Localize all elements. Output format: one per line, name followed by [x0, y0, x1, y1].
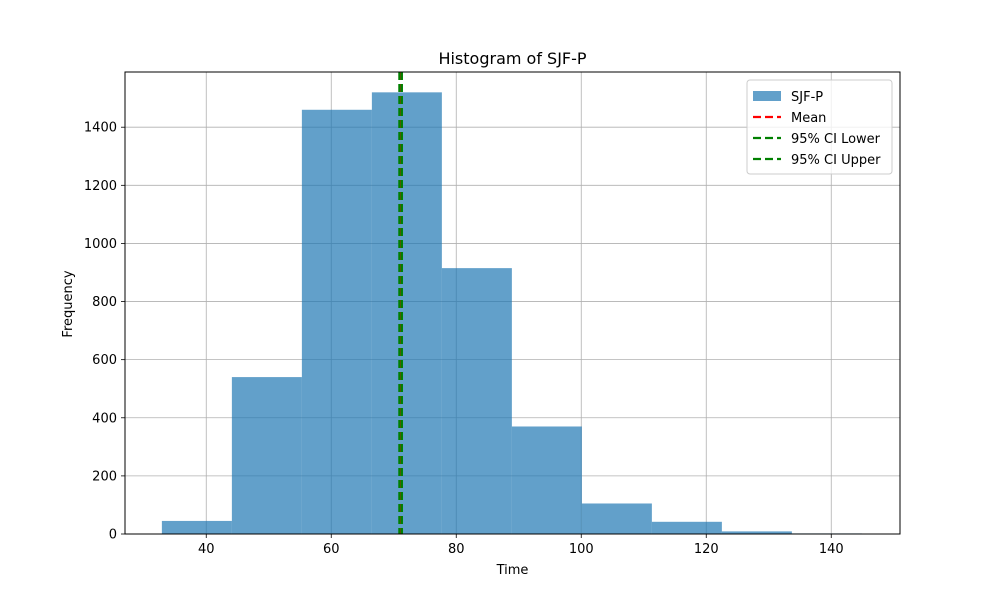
legend-label: 95% CI Lower [791, 132, 881, 147]
legend-box [746, 79, 893, 175]
histogram-bar [511, 426, 582, 534]
histogram-bar [371, 92, 442, 534]
x-tick-label: 60 [323, 542, 340, 557]
histogram-bar [441, 268, 512, 534]
histogram-bar [301, 109, 372, 534]
y-tick-label: 800 [92, 295, 117, 310]
histogram-bar [231, 377, 302, 534]
x-tick-label: 140 [819, 542, 844, 557]
legend-label: Mean [791, 111, 826, 126]
y-tick-label: 600 [92, 353, 117, 368]
y-tick-label: 400 [92, 411, 117, 426]
y-tick-label: 1200 [84, 179, 117, 194]
x-tick-label: 100 [569, 542, 594, 557]
histogram-bar [161, 520, 232, 534]
y-tick-label: 1400 [84, 121, 117, 136]
histogram-bar [581, 503, 652, 534]
x-tick-label: 40 [198, 542, 215, 557]
y-axis-label: Frequency [61, 270, 76, 337]
x-tick-label: 80 [448, 542, 465, 557]
legend: SJF-P Mean 95% CI Lower 95% CI Upper [746, 79, 893, 175]
y-tick-label: 1000 [84, 237, 117, 252]
chart-title: Histogram of SJF-P [438, 49, 586, 68]
x-axis-label: Time [496, 563, 529, 578]
y-tick-label: 200 [92, 469, 117, 484]
legend-label: SJF-P [791, 90, 823, 105]
y-tick-label: 0 [109, 528, 117, 543]
x-tick-label: 120 [694, 542, 719, 557]
axes-frame [124, 71, 901, 535]
histogram-bar [721, 531, 792, 534]
legend-swatch [753, 91, 781, 101]
legend-label: 95% CI Upper [791, 153, 881, 168]
histogram-bar [651, 521, 722, 534]
histogram-bars [161, 92, 862, 534]
reference-lines [398, 72, 403, 534]
